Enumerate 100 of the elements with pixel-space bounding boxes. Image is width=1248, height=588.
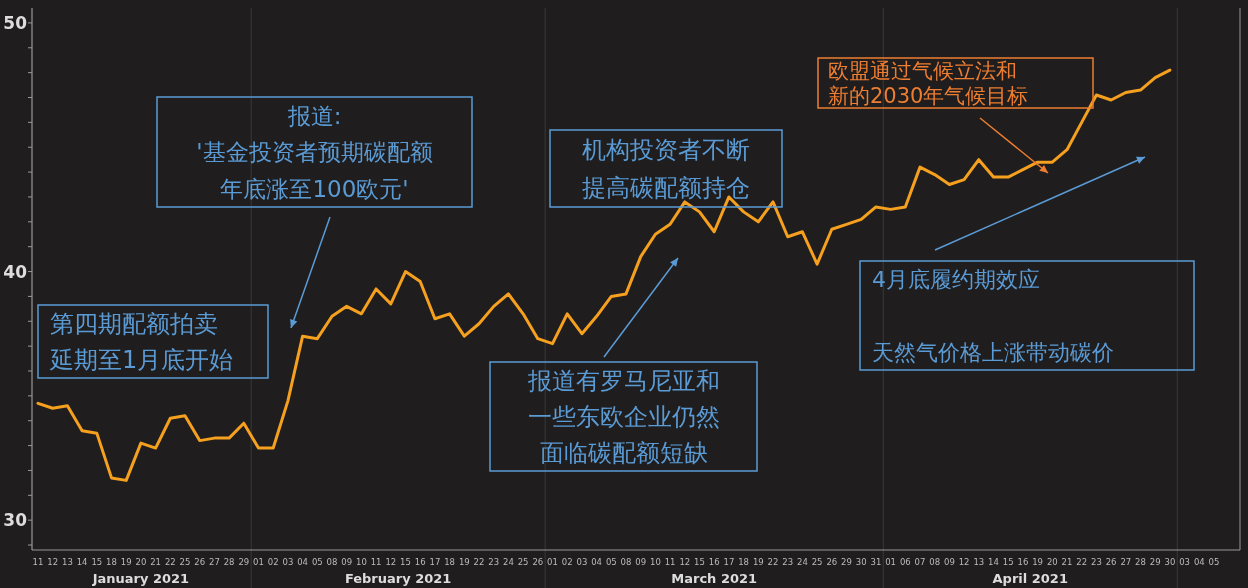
x-tick-label: 10 [649,557,661,567]
y-tick-label: 40 [3,261,28,282]
x-tick-label: 24 [796,557,808,567]
x-tick-label: 22 [473,557,485,567]
x-tick-label: 21 [150,557,162,567]
text: March 2021 [671,571,758,586]
text: February 2021 [344,571,452,586]
x-tick-label: 20 [1046,557,1058,567]
x-tick-label: 18 [106,557,117,567]
x-tick-label: 23 [782,557,794,567]
x-tick-label: 22 [767,557,779,567]
x-tick-label: 05 [311,557,323,567]
x-tick-label: 20 [135,557,147,567]
x-tick-label: 18 [738,557,750,567]
x-tick-label: 13 [973,557,985,567]
annotation: 天然气价格上涨带动碳价 [872,339,1114,365]
x-tick-label: 23 [1090,557,1102,567]
x-tick-label: 03 [282,557,294,567]
x-tick-label: 31 [870,557,882,567]
annotation: 欧盟通过气候立法和新的2030年气候目标 [828,59,1029,109]
x-tick-label: 27 [208,557,220,567]
x-tick-label: 09 [635,557,647,567]
x-tick-label: 22 [1076,557,1088,567]
x-tick-label: 14 [76,557,88,567]
x-tick-label: 02 [561,557,573,567]
x-tick-label: 08 [929,557,941,567]
annotation: 报道:'基金投资者预期碳配额年底涨至100欧元' [196,102,433,202]
text: April 2021 [992,571,1068,586]
x-tick-label: 19 [1032,557,1044,567]
x-tick-label: 04 [1193,557,1205,567]
x-tick-label: 06 [899,557,911,567]
x-tick-label: 25 [517,557,529,567]
x-tick-label: 01 [253,557,264,567]
x-tick-label: 22 [164,557,176,567]
y-tick-label: 30 [3,510,28,531]
x-tick-label: 26 [1105,557,1117,567]
x-tick-label: 11 [32,557,44,567]
x-tick-label: 21 [1061,557,1073,567]
x-tick-label: 09 [341,557,353,567]
x-tick-label: 02 [267,557,279,567]
x-tick-label: 16 [708,557,720,567]
x-tick-label: 24 [502,557,514,567]
annotation: 报道:'基金投资者预期碳配额年底涨至100欧元' [156,96,473,208]
x-tick-label: 15 [1002,557,1014,567]
x-tick-label: 16 [1017,557,1029,567]
x-tick-label: 12 [47,557,59,567]
x-tick-label: 01 [547,557,558,567]
x-tick-label: 28 [223,557,235,567]
x-tick-label: 08 [620,557,632,567]
x-tick-label: 26 [826,557,838,567]
x-tick-label: 19 [752,557,764,567]
x-tick-label: 25 [179,557,191,567]
x-tick-label: 29 [1149,557,1161,567]
x-tick-label: 12 [679,557,691,567]
x-tick-label: 13 [61,557,73,567]
annotation: 机构投资者不断提高碳配额持仓 [549,129,783,208]
x-tick-label: 05 [605,557,617,567]
x-tick-label: 19 [120,557,132,567]
annotation: 报道有罗马尼亚和一些东欧企业仍然面临碳配额短缺 [526,366,720,468]
x-tick-label: 17 [723,557,735,567]
annotation: 第四期配额拍卖延期至1月底开始 [37,304,269,379]
x-tick-label: 26 [532,557,544,567]
x-tick-label: 29 [841,557,852,567]
x-tick-label: 23 [488,557,500,567]
x-tick-label: 09 [943,557,955,567]
x-tick-label: 16 [414,557,426,567]
x-tick-label: 15 [694,557,705,567]
x-tick-label: 29 [238,557,250,567]
x-tick-label: 19 [458,557,470,567]
x-tick-label: 04 [297,557,309,567]
y-tick-label: 50 [3,12,28,33]
x-tick-label: 18 [444,557,456,567]
x-tick-label: 05 [1208,557,1220,567]
x-tick-label: 11 [664,557,676,567]
annotation: 第四期配额拍卖延期至1月底开始 [49,309,234,375]
annotation: 报道有罗马尼亚和一些东欧企业仍然面临碳配额短缺 [489,361,758,472]
text: January 2021 [91,571,190,586]
annotation: 机构投资者不断提高碳配额持仓 [582,135,750,203]
x-tick-label: 27 [1120,557,1132,567]
x-tick-label: 15 [400,557,411,567]
x-tick-label: 08 [326,557,338,567]
x-tick-label: 10 [355,557,367,567]
x-tick-label: 11 [370,557,382,567]
x-tick-label: 04 [591,557,603,567]
x-tick-label: 01 [885,557,897,567]
x-tick-label: 30 [855,557,867,567]
annotation: 欧盟通过气候立法和新的2030年气候目标 [817,57,1094,109]
x-tick-label: 17 [429,557,441,567]
x-tick-label: 07 [914,557,926,567]
x-tick-label: 30 [1164,557,1176,567]
x-tick-label: 03 [1179,557,1191,567]
x-tick-label: 28 [1135,557,1146,567]
x-tick-label: 14 [988,557,999,567]
x-tick-label: 25 [811,557,823,567]
x-tick-label: 15 [91,557,103,567]
x-tick-label: 12 [385,557,397,567]
x-tick-label: 12 [958,557,970,567]
x-tick-label: 26 [194,557,206,567]
x-tick-label: 03 [576,557,588,567]
annotation: 4月底履约期效应 [872,267,1040,293]
